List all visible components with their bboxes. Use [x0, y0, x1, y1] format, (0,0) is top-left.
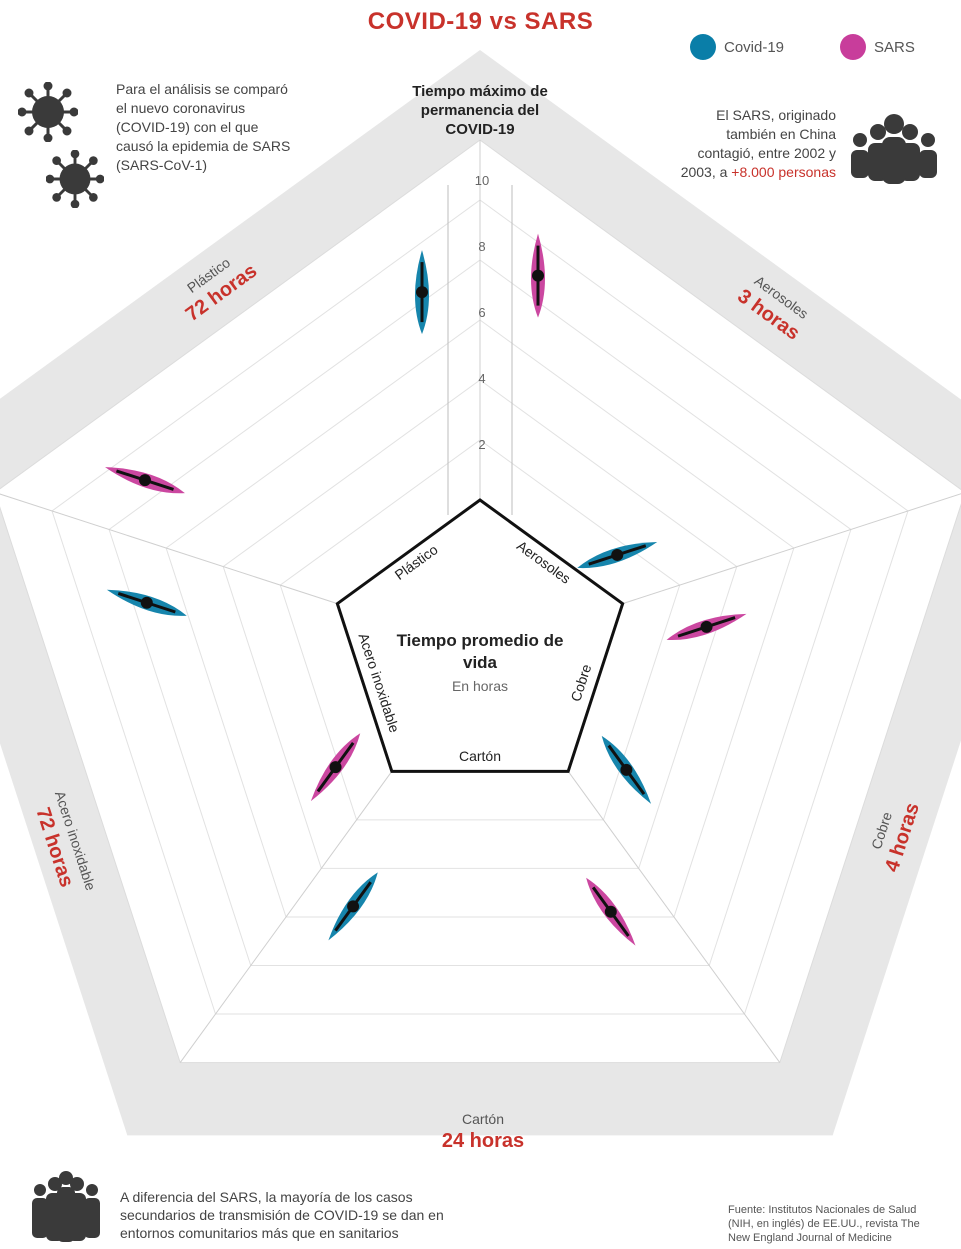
radial-line [622, 493, 961, 605]
note-right: El SARS, originado también en China cont… [680, 106, 836, 182]
grid-ring [222, 379, 738, 869]
violin-median-dot [138, 474, 151, 487]
grid-ring [165, 319, 795, 918]
outer-label-carton: Cartón 24 horas [408, 1108, 558, 1152]
violin-covid-19-2 [601, 735, 652, 804]
violin-marks [105, 233, 747, 946]
radial-line [567, 771, 781, 1063]
legend-covid-swatch [690, 34, 716, 60]
violin-median-dot [532, 269, 544, 282]
outer-label-carton-value: 24 horas [441, 1130, 525, 1152]
center-subtitle: En horas [451, 678, 509, 694]
source-note: Fuente: Institutos Nacionales de Salud (… [728, 1204, 920, 1244]
violin-covid-19-1 [577, 541, 658, 569]
legend-covid: Covid-19 [690, 34, 784, 60]
violin-covid-19-4 [106, 589, 187, 616]
grid-ring [51, 199, 909, 1015]
center-title: Tiempo promedio de vida [396, 631, 564, 672]
axis-title: Tiempo máximo de permanencia del COVID-1… [412, 83, 548, 138]
violin-covid-19-0 [415, 250, 429, 335]
axis-tick-label: 6 [478, 305, 485, 320]
legend-sars-swatch [840, 34, 866, 60]
people-group-icon [32, 1171, 100, 1242]
inner-pentagon-shape [335, 498, 625, 773]
virus-icon [18, 82, 78, 142]
violin-median-dot [329, 761, 342, 774]
axis-tick-label: 10 [475, 173, 489, 188]
violin-sars-3 [310, 733, 361, 802]
violin-sars-2 [586, 877, 636, 946]
radial-line [0, 493, 338, 605]
violin-median-dot [604, 905, 617, 918]
violin-sars-0 [531, 233, 545, 318]
violin-covid-19-3 [328, 872, 378, 941]
outer-label-carton-name: Cartón [461, 1111, 505, 1127]
violin-sars-4 [105, 467, 185, 494]
axis-tick-label: 4 [478, 371, 485, 386]
virus-icon [46, 150, 104, 208]
violin-median-dot [416, 286, 428, 299]
violin-median-dot [611, 548, 624, 561]
note-left: Para el análisis se comparó el nuevo cor… [116, 81, 291, 173]
violin-median-dot [347, 900, 360, 913]
grid-ring [279, 439, 681, 821]
radial-line [179, 771, 393, 1063]
people-group-icon [851, 114, 937, 184]
axis-tick-label: 2 [478, 437, 485, 452]
violin-sars-1 [666, 613, 747, 641]
violin-median-dot [700, 620, 713, 633]
legend-covid-label: Covid-19 [724, 38, 785, 56]
chart-title: COVID-19 vs SARS [367, 8, 594, 35]
violin-median-dot [140, 596, 153, 609]
footnote: A diferencia del SARS, la mayoría de los… [120, 1189, 444, 1241]
note-right-text: El SARS, originado también en China cont… [680, 107, 836, 180]
note-right-highlight: +8.000 personas [731, 164, 836, 180]
inner-label: Cartón [459, 748, 501, 764]
grid-lines [0, 140, 961, 1063]
axis-tick-label: 8 [478, 239, 485, 254]
violin-median-dot [620, 763, 633, 776]
legend-sars-label: SARS [874, 38, 915, 56]
legend-sars: SARS [840, 34, 915, 60]
